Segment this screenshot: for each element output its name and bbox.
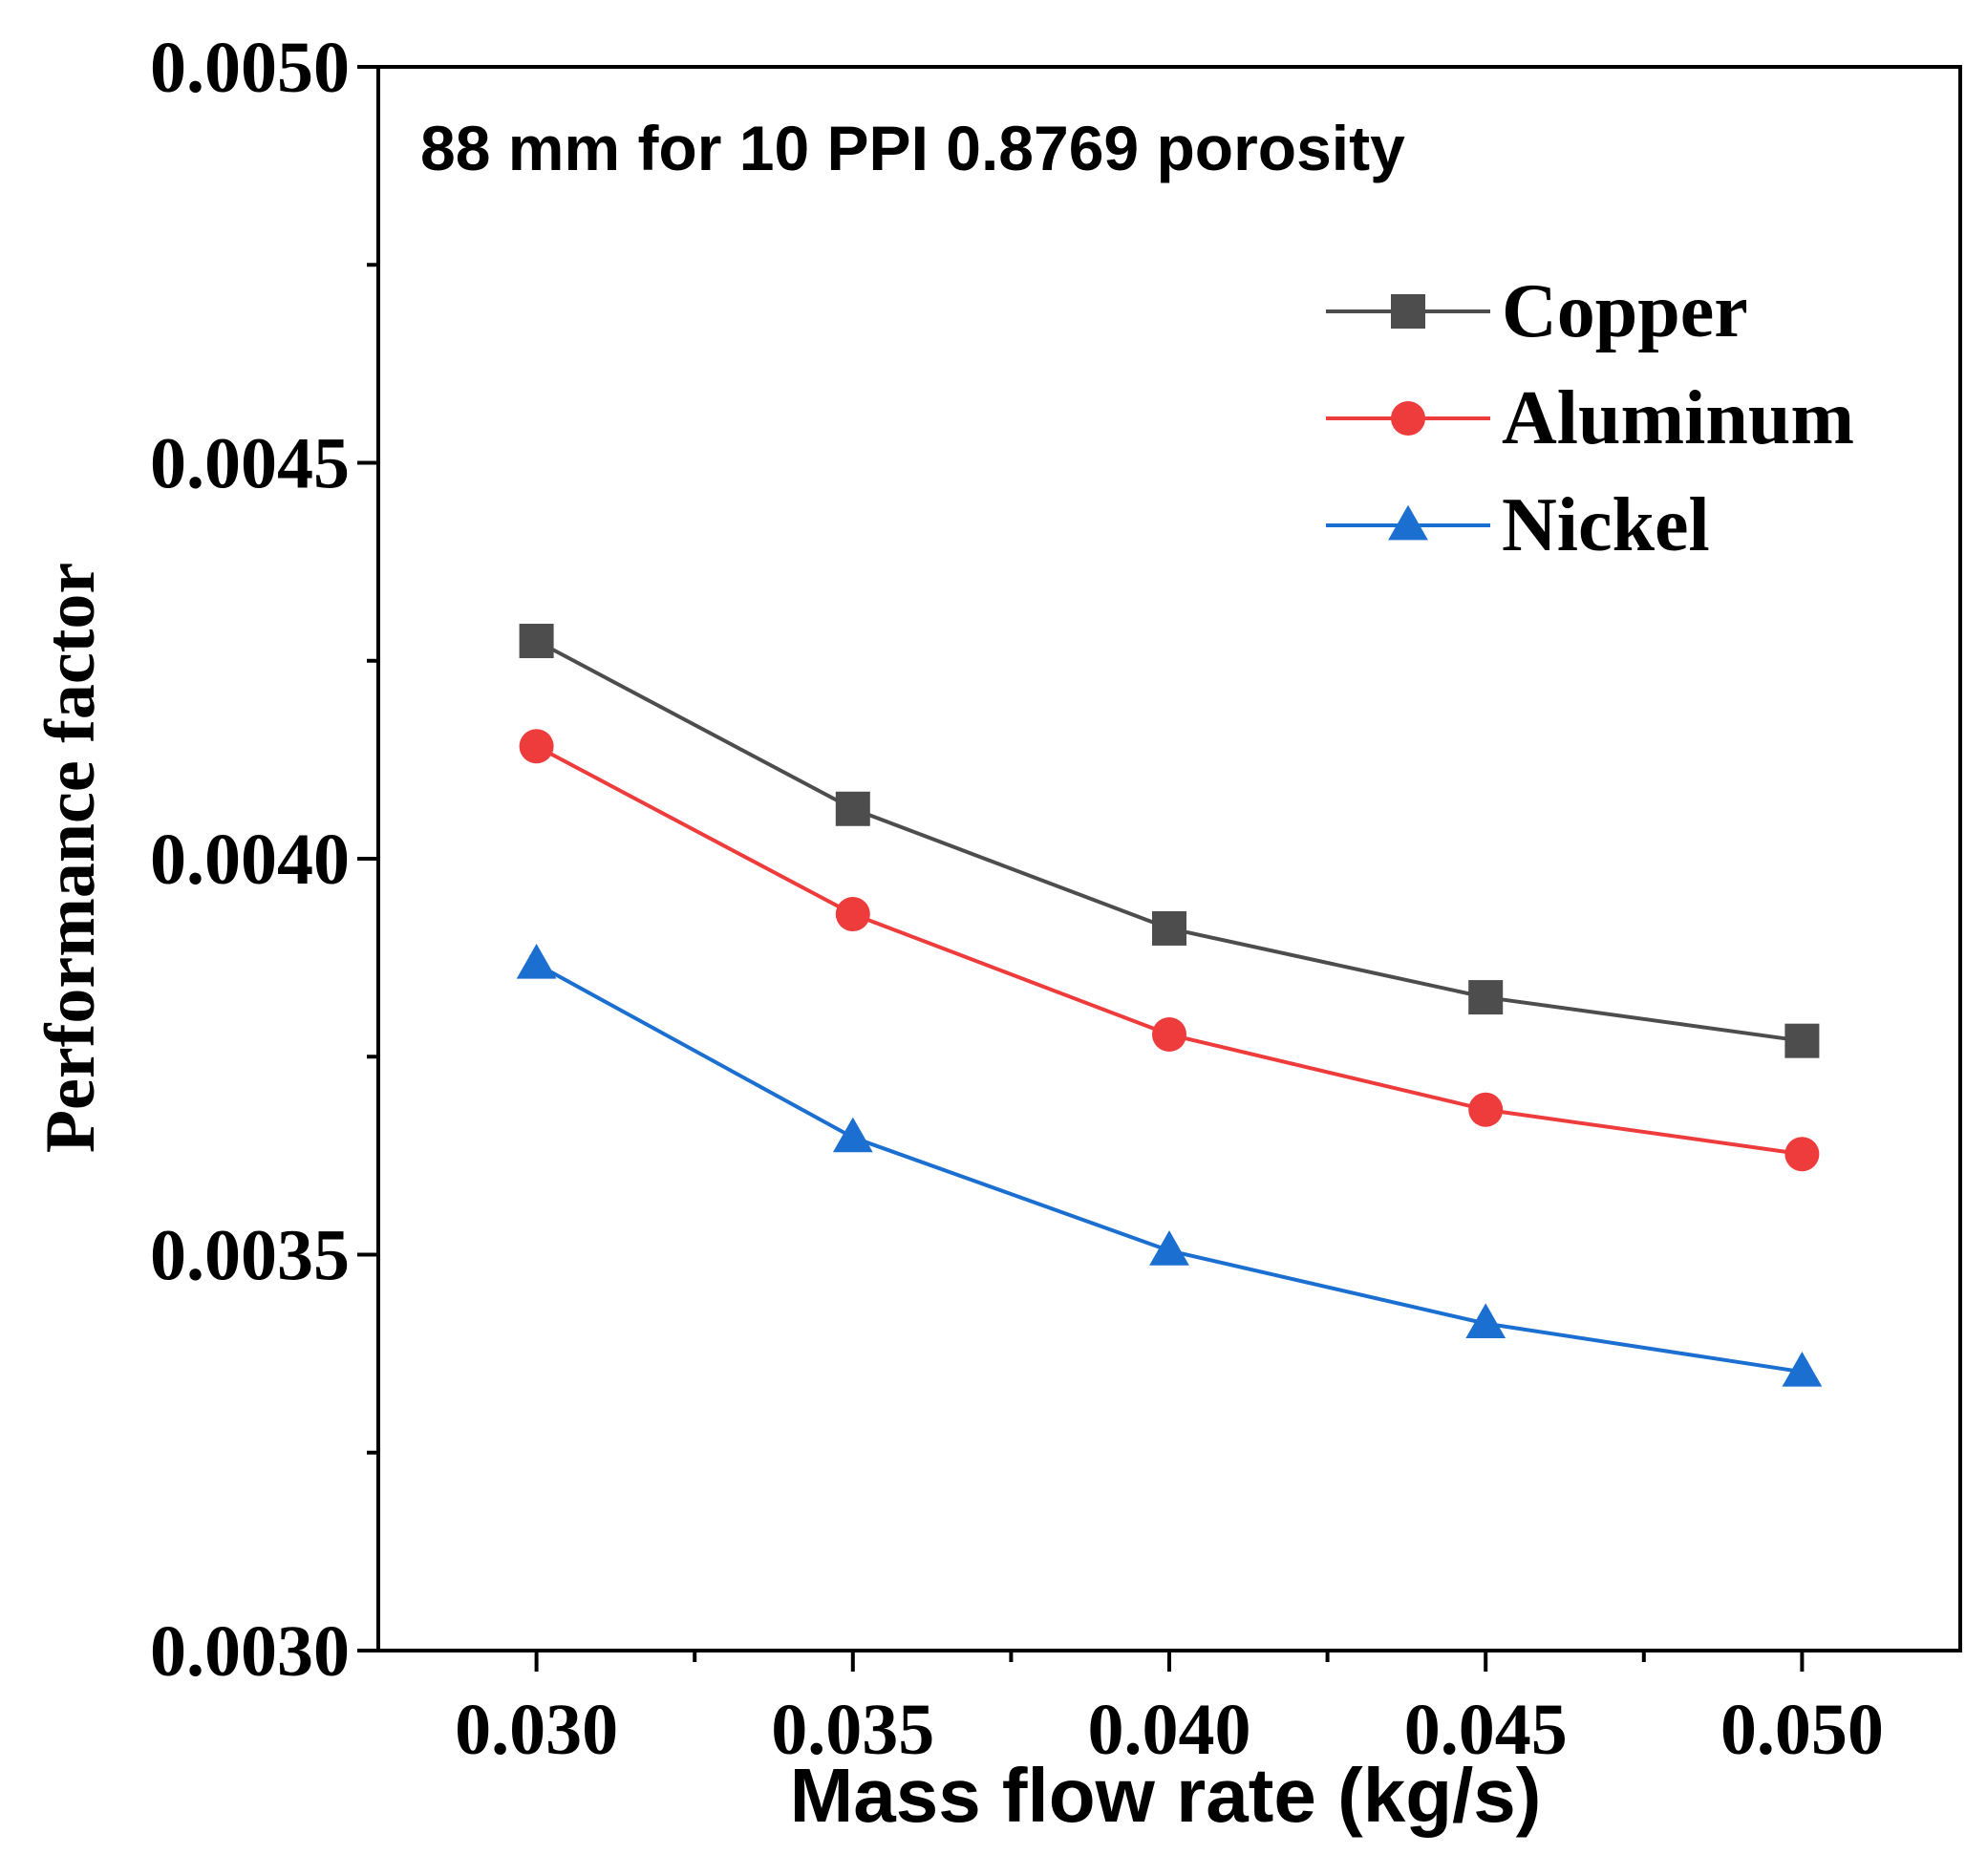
y-tick-label: 0.0045: [150, 424, 350, 504]
legend-marker-copper: [1391, 294, 1425, 329]
legend-label-copper: Copper: [1502, 269, 1748, 353]
data-point-nickel: [516, 944, 557, 979]
legend-marker-aluminum: [1391, 401, 1425, 436]
data-point-copper: [1784, 1023, 1820, 1058]
x-tick-label: 0.035: [771, 1690, 934, 1770]
data-point-aluminum: [835, 897, 870, 932]
data-point-aluminum: [1784, 1137, 1820, 1172]
legend-item-nickel: Nickel: [1326, 483, 1710, 567]
data-point-copper: [1468, 980, 1504, 1015]
series-aluminum: [519, 729, 1820, 1172]
y-tick-label: 0.0050: [150, 28, 350, 108]
x-tick-label: 0.040: [1088, 1690, 1251, 1770]
y-tick-label: 0.0035: [150, 1216, 350, 1296]
x-tick-label: 0.030: [455, 1690, 618, 1770]
y-tick-label: 0.0040: [150, 820, 350, 900]
plot-layer: 0.030 0.035 0.040 0.045 0.050 0.0030 0.0035 0.0…: [150, 28, 1962, 1770]
legend-item-aluminum: Aluminum: [1326, 376, 1854, 460]
data-point-aluminum: [1152, 1017, 1186, 1053]
data-point-nickel: [1782, 1351, 1823, 1387]
legend-label-aluminum: Aluminum: [1502, 376, 1854, 460]
x-axis-title: Mass flow rate (kg/s): [790, 1753, 1542, 1838]
data-point-aluminum: [1468, 1092, 1504, 1127]
data-point-nickel: [1149, 1230, 1189, 1266]
series-layer: [516, 624, 1823, 1387]
legend-label-nickel: Nickel: [1502, 483, 1710, 567]
y-axis-title: Performance factor: [32, 563, 110, 1153]
chart-annotation: 88 mm for 10 PPI 0.8769 porosity: [420, 113, 1405, 183]
data-point-copper: [519, 624, 554, 659]
legend: Copper Aluminum Nickel: [1326, 269, 1854, 567]
data-point-aluminum: [519, 729, 554, 764]
y-tick-label: 0.0030: [150, 1611, 350, 1692]
x-tick-label: 0.050: [1720, 1690, 1884, 1770]
legend-marker-nickel: [1388, 504, 1428, 541]
series-nickel: [516, 944, 1823, 1387]
data-point-nickel: [832, 1117, 873, 1153]
legend-item-copper: Copper: [1326, 269, 1748, 353]
x-tick-label: 0.045: [1404, 1690, 1568, 1770]
data-point-copper: [1152, 910, 1186, 946]
series-copper: [519, 624, 1820, 1058]
data-point-nickel: [1465, 1303, 1506, 1339]
data-point-copper: [835, 791, 870, 826]
